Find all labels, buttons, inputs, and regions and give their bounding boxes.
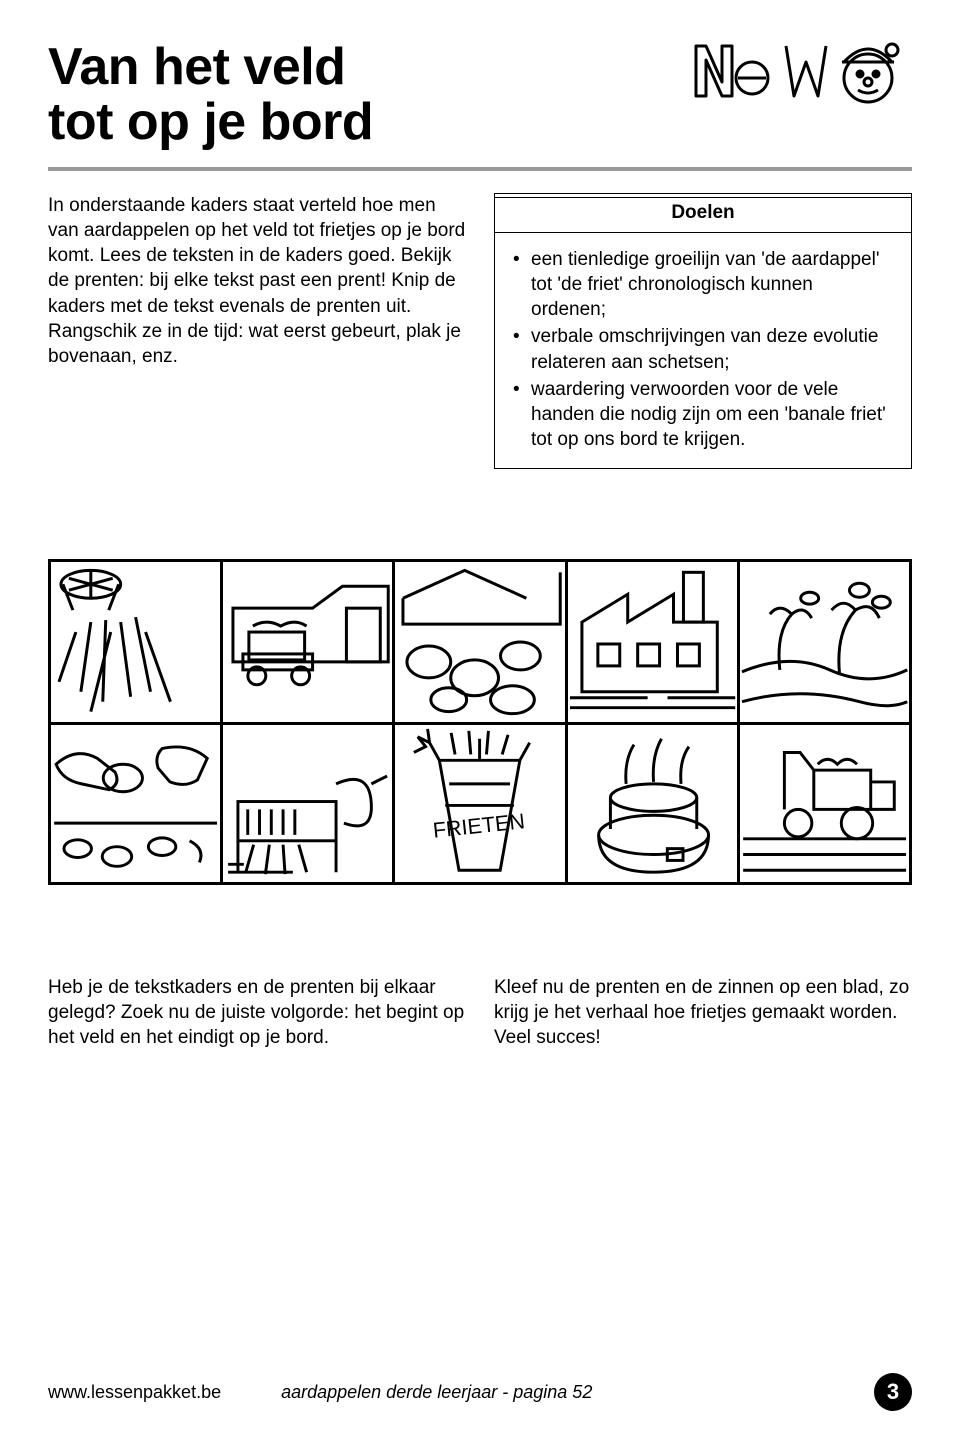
header: Van het veld tot op je bord <box>48 40 912 149</box>
sketch-deep-fryer <box>565 725 737 882</box>
caption-left: Heb je de tekstkaders en de prenten bij … <box>48 975 466 1050</box>
goals-body: een tienledige groeilijn van 'de aardapp… <box>495 233 911 468</box>
sketch-frieten-bag: FRIETEN <box>392 725 564 882</box>
footer-caption: aardappelen derde leerjaar - pagina 52 <box>221 1382 874 1403</box>
intro-text: In onderstaande kaders staat verteld hoe… <box>48 193 466 369</box>
sketch-stones-roof <box>392 562 564 722</box>
sketch-peeling <box>51 725 220 882</box>
sketch-harvester <box>737 725 909 882</box>
caption-right: Kleef nu de prenten en de zinnen op een … <box>494 975 912 1050</box>
title-line-1: Van het veld <box>48 38 345 96</box>
goals-heading: Doelen <box>495 194 911 233</box>
intro-columns: In onderstaande kaders staat verteld hoe… <box>48 193 912 469</box>
sketch-factory <box>565 562 737 722</box>
goals-box: Doelen een tienledige groeilijn van 'de … <box>494 193 912 469</box>
page-number-badge: 3 <box>874 1373 912 1411</box>
svg-text:FRIETEN: FRIETEN <box>432 808 526 843</box>
footer-url: www.lessenpakket.be <box>48 1382 221 1403</box>
goal-item: waardering verwoorden voor de vele hande… <box>513 377 893 452</box>
newo-logo <box>692 32 912 117</box>
goal-item: verbale omschrijvingen van deze evolutie… <box>513 324 893 374</box>
caption-row: Heb je de tekstkaders en de prenten bij … <box>48 975 912 1050</box>
sketch-row-2: FRIETEN <box>51 722 909 882</box>
sketch-row-1 <box>51 562 909 722</box>
goal-item: een tienledige groeilijn van 'de aardapp… <box>513 247 893 322</box>
title-line-2: tot op je bord <box>48 93 373 151</box>
sketch-strip: FRIETEN <box>48 559 912 885</box>
sketch-field-plants <box>737 562 909 722</box>
sketch-truck-barn <box>220 562 392 722</box>
goals-column: Doelen een tienledige groeilijn van 'de … <box>494 193 912 469</box>
sketch-cutting <box>220 725 392 882</box>
title-rule <box>48 167 912 171</box>
sketch-fries-pour <box>51 562 220 722</box>
footer: www.lessenpakket.be aardappelen derde le… <box>48 1373 912 1411</box>
page-title: Van het veld tot op je bord <box>48 40 373 149</box>
